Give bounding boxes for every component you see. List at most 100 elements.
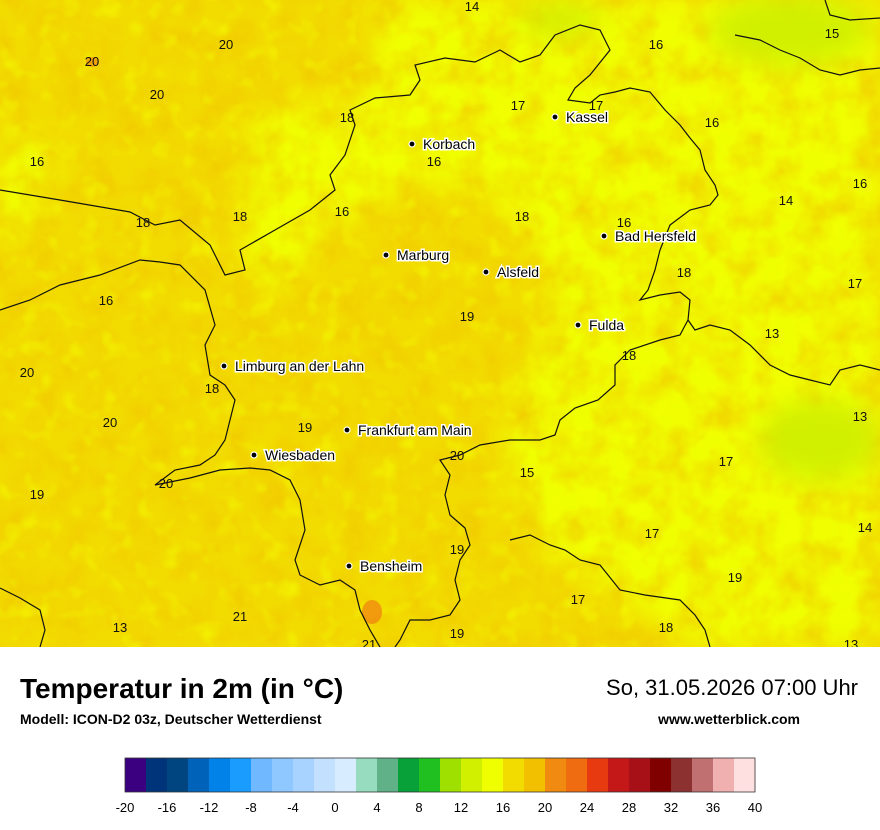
state-borders — [0, 0, 880, 647]
city-label: Bad Hersfeld — [615, 228, 696, 244]
temperature-label: 16 — [335, 204, 349, 219]
legend-tick-labels: -20 -16 -12 -8 -4 0 4 8 12 16 20 24 28 32 36 40 — [116, 800, 763, 815]
city-dot-icon — [382, 251, 390, 259]
temperature-label: 21 — [233, 609, 247, 624]
temperature-label: 18 — [515, 209, 529, 224]
temperature-label: 17 — [589, 98, 603, 113]
legend-tick-label: 4 — [373, 800, 380, 815]
city-dot-icon — [250, 451, 258, 459]
legend-swatch — [650, 758, 672, 792]
legend-swatch — [188, 758, 210, 792]
city-marker[interactable]: Limburg an der Lahn — [220, 357, 366, 376]
temperature-label: 15 — [825, 26, 839, 41]
city-marker[interactable]: Korbach — [408, 135, 477, 154]
temperature-label: 13 — [113, 620, 127, 635]
legend-swatch — [734, 758, 756, 792]
legend-swatch — [692, 758, 714, 792]
temperature-label: 20 — [150, 87, 164, 102]
temperature-label: 17 — [848, 276, 862, 291]
legend-swatch — [482, 758, 504, 792]
temperature-label: 16 — [649, 37, 663, 52]
green-patches — [520, 0, 880, 480]
city-label: Limburg an der Lahn — [235, 358, 364, 374]
legend-swatch — [209, 758, 231, 792]
city-dot-icon — [551, 113, 559, 121]
legend-swatch — [461, 758, 483, 792]
cool-speckles — [0, 0, 880, 647]
temperature-label: 16 — [853, 176, 867, 191]
temperature-label: 16 — [99, 293, 113, 308]
temperature-label: 15 — [520, 465, 534, 480]
legend-tick-label: 40 — [748, 800, 762, 815]
legend-swatch — [314, 758, 336, 792]
temperature-map[interactable]: 14 20 16 15 20 20 17 17 18 16 16 16 16 14 16 18 18 18 16 18… — [0, 0, 880, 647]
city-marker[interactable]: Wiesbaden — [250, 446, 337, 465]
temperature-label: 18 — [622, 348, 636, 363]
temperature-label: 17 — [719, 454, 733, 469]
legend-swatch — [335, 758, 357, 792]
legend-swatch — [251, 758, 273, 792]
legend-swatch — [566, 758, 588, 792]
city-marker[interactable]: Marburg — [382, 246, 451, 265]
city-label: Korbach — [423, 136, 475, 152]
temperature-label: 13 — [853, 409, 867, 424]
city-marker[interactable]: Bad Hersfeld — [600, 227, 697, 246]
temperature-label: 21 — [362, 637, 376, 647]
city-marker[interactable]: Kassel — [551, 108, 610, 127]
temperature-label: 20 — [20, 365, 34, 380]
legend-swatch — [587, 758, 609, 792]
temperature-label: 20 — [219, 37, 233, 52]
hesse-border-west — [0, 259, 381, 647]
legend-tick-label: -8 — [245, 800, 257, 815]
legend-tick-label: 12 — [454, 800, 468, 815]
temperature-label: 16 — [30, 154, 44, 169]
ne-border — [824, 0, 880, 21]
city-dot-icon — [600, 232, 608, 240]
forecast-datetime: So, 31.05.2026 07:00 Uhr — [606, 675, 858, 700]
temperature-labels: 14 20 16 15 20 20 17 17 18 16 16 16 16 14 16 18 18 18 16 18… — [20, 0, 872, 647]
temperature-label: 14 — [858, 520, 872, 535]
temperature-label: 18 — [233, 209, 247, 224]
legend-tick-label: -4 — [287, 800, 299, 815]
legend-swatch — [419, 758, 441, 792]
city-dot-icon — [220, 362, 228, 370]
legend-tick-label: -12 — [200, 800, 219, 815]
temperature-label: 19 — [728, 570, 742, 585]
legend-swatch — [629, 758, 651, 792]
legend-tick-label: 20 — [538, 800, 552, 815]
nw-border — [0, 587, 46, 647]
temperature-label: 20 — [103, 415, 117, 430]
city-marker[interactable]: Frankfurt am Main — [343, 421, 473, 440]
city-dot-icon — [482, 268, 490, 276]
temperature-label: 17 — [571, 592, 585, 607]
temperature-label: 16 — [427, 154, 441, 169]
legend-swatch — [545, 758, 567, 792]
map-title: Temperatur in 2m (in °C) — [20, 673, 344, 704]
city-label: Frankfurt am Main — [358, 422, 472, 438]
city-dot-icon — [408, 140, 416, 148]
city-label: Wiesbaden — [265, 447, 335, 463]
legend-tick-label: 32 — [664, 800, 678, 815]
model-source: Modell: ICON-D2 03z, Deutscher Wetterdie… — [20, 711, 322, 727]
temperature-label: 18 — [205, 381, 219, 396]
legend-swatch — [125, 758, 147, 792]
temperature-label: 19 — [450, 542, 464, 557]
city-label: Marburg — [397, 247, 449, 263]
legend-swatch — [713, 758, 735, 792]
website-link[interactable]: www.wetterblick.com — [658, 711, 800, 727]
city-label: Bensheim — [360, 558, 422, 574]
city-markers: Kassel Korbach Bad Hersfeld Marburg Alsfeld F… — [220, 108, 697, 576]
legend-tick-label: 16 — [496, 800, 510, 815]
legend-tick-label: 36 — [706, 800, 720, 815]
temperature-label: 14 — [465, 0, 479, 14]
city-marker[interactable]: Alsfeld — [482, 263, 541, 282]
temperature-label: 17 — [645, 526, 659, 541]
legend-swatch — [503, 758, 525, 792]
city-marker[interactable]: Fulda — [574, 316, 626, 335]
hesse-border-north — [0, 24, 719, 647]
city-marker[interactable]: Bensheim — [345, 557, 424, 576]
legend-swatch — [524, 758, 546, 792]
temperature-label: 20 — [85, 54, 99, 69]
temperature-label: 16 — [617, 215, 631, 230]
legend-tick-label: 8 — [415, 800, 422, 815]
